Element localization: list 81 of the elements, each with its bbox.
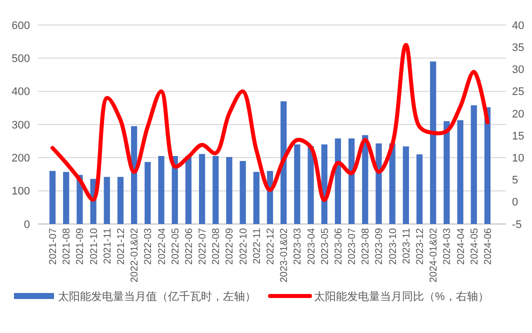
y2-tick-label: 35 bbox=[512, 42, 524, 54]
x-tick-label: 2022-01&02 bbox=[130, 228, 141, 282]
x-tick-label: 2024-06 bbox=[482, 228, 494, 265]
y2-tick-label: 15 bbox=[512, 130, 524, 142]
x-tick-label: 2021-07 bbox=[48, 228, 60, 265]
x-tick-label: 2024-03 bbox=[442, 228, 454, 265]
x-tick-label: 2023-10 bbox=[388, 228, 399, 265]
x-tick-label: 2022-11 bbox=[252, 228, 263, 264]
bar bbox=[348, 138, 355, 224]
x-tick-label: 2023-04 bbox=[306, 228, 318, 265]
bar bbox=[226, 157, 232, 224]
x-tick-label: 2022-10 bbox=[238, 228, 250, 265]
bar bbox=[63, 172, 70, 224]
x-tick-label: 2024-01&02 bbox=[428, 228, 440, 282]
x-tick-label: 2023-08 bbox=[360, 228, 372, 265]
bar bbox=[376, 143, 382, 224]
bar bbox=[104, 176, 110, 224]
x-tick-label: 2023-01&02 bbox=[279, 228, 290, 282]
bar bbox=[416, 154, 423, 224]
x-tick-label: 2021-08 bbox=[62, 228, 73, 265]
bar bbox=[131, 126, 138, 224]
bar bbox=[430, 61, 436, 224]
x-tick-label: 2023-05 bbox=[320, 228, 331, 265]
bar bbox=[484, 107, 491, 224]
bar bbox=[280, 101, 287, 224]
y2-tick-label: 0 bbox=[512, 196, 518, 209]
bar bbox=[240, 160, 246, 224]
x-tick-label: 2022-03 bbox=[143, 228, 154, 265]
x-tick-label: 2022-06 bbox=[184, 228, 195, 265]
bar bbox=[212, 156, 219, 224]
x-tick-label: 2022-07 bbox=[198, 228, 209, 265]
bar bbox=[334, 138, 342, 224]
bar bbox=[444, 121, 450, 224]
y-tick-label: 200 bbox=[12, 152, 30, 165]
x-tick-label: 2022-04 bbox=[156, 228, 168, 265]
bar bbox=[389, 143, 396, 224]
y2-tick-label: 30 bbox=[512, 64, 524, 76]
x-tick-label: 2022-08 bbox=[211, 228, 222, 265]
x-tick-label: 2023-11 bbox=[401, 228, 412, 264]
bar bbox=[158, 156, 164, 224]
legend-label: 太阳能发电量当月同比（%，右轴） bbox=[314, 290, 489, 303]
x-tick-label: 2021-09 bbox=[75, 228, 86, 265]
x-tick-label: 2023-12 bbox=[415, 228, 426, 265]
x-tick-label: 2023-06 bbox=[333, 228, 344, 265]
bar bbox=[185, 156, 192, 224]
legend-label: 太阳能发电量当月值（亿千瓦时，左轴） bbox=[58, 290, 256, 303]
x-tick-label: 2021-11 bbox=[102, 228, 114, 264]
bar bbox=[402, 146, 409, 224]
y-tick-label: 500 bbox=[12, 53, 30, 66]
y2-tick-label: 10 bbox=[512, 152, 524, 165]
y2-tick-label: -5 bbox=[512, 218, 522, 231]
line-series bbox=[50, 42, 490, 202]
bar bbox=[117, 176, 124, 224]
x-tick-label: 2021-12 bbox=[116, 228, 127, 265]
x-tick-label: 2023-07 bbox=[347, 228, 358, 265]
x-tick-label: 2024-05 bbox=[469, 228, 480, 265]
y-tick-label: 100 bbox=[12, 186, 30, 198]
bar bbox=[49, 170, 56, 224]
x-tick-label: 2023-03 bbox=[292, 228, 304, 265]
x-tick-label: 2022-09 bbox=[224, 228, 236, 265]
bar bbox=[294, 144, 300, 224]
y-tick-label: 0 bbox=[24, 218, 30, 231]
x-tick-label: 2023-09 bbox=[374, 228, 386, 265]
y-tick-label: 600 bbox=[12, 20, 30, 32]
bar bbox=[362, 135, 368, 224]
y2-tick-label: 40 bbox=[512, 20, 524, 32]
bar bbox=[470, 105, 477, 224]
x-tick-label: 2024-04 bbox=[456, 228, 467, 265]
bar bbox=[308, 146, 314, 224]
bar bbox=[457, 120, 464, 224]
bar bbox=[198, 154, 206, 224]
bar bbox=[144, 162, 151, 224]
x-tick-label: 2022-12 bbox=[266, 228, 276, 265]
y-tick-label: 400 bbox=[12, 86, 30, 98]
x-tick-label: 2022-05 bbox=[170, 228, 182, 265]
y-tick-label: 300 bbox=[12, 119, 30, 132]
y2-tick-label: 5 bbox=[512, 174, 518, 187]
y2-tick-label: 20 bbox=[512, 108, 524, 120]
y2-tick-label: 25 bbox=[512, 86, 524, 98]
x-tick-label: 2021-10 bbox=[88, 228, 100, 265]
bar bbox=[253, 172, 260, 224]
